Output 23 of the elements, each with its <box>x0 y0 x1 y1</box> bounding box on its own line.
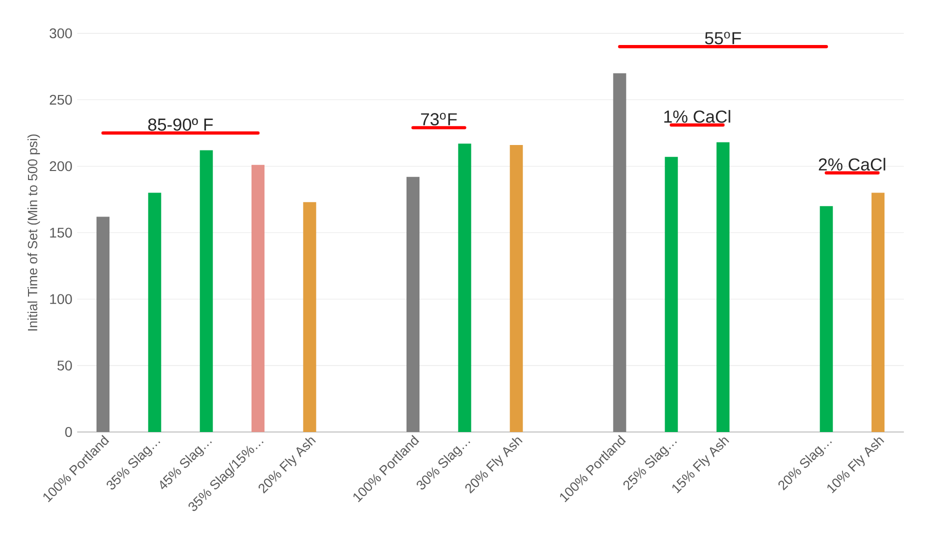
series-label: 55$^{o}$F <box>705 32 741 44</box>
series-label: 1% CaCl <box>664 110 730 123</box>
bar <box>664 156 678 432</box>
series-label: 85-90º F <box>148 118 213 131</box>
bar <box>303 202 316 432</box>
bar <box>252 164 265 432</box>
y-tick-label: 300 <box>50 28 72 38</box>
y-tick-label: 200 <box>50 161 72 172</box>
y-tick-label: 100 <box>50 294 72 304</box>
y-tick-label: 50 <box>57 360 72 371</box>
bar <box>872 192 885 432</box>
bar <box>716 142 730 432</box>
y-tick-label: 150 <box>50 228 72 238</box>
y-tick-label: 0 <box>65 427 72 437</box>
y-tick-label: 250 <box>50 94 72 105</box>
series-label: 73$^{o}$F <box>421 112 457 126</box>
bar <box>510 144 523 432</box>
bar <box>148 192 162 432</box>
bar <box>820 206 833 432</box>
bar <box>200 150 213 432</box>
y-axis-title: Initial Time of Set (Min to 500 psi) <box>28 134 40 330</box>
bar <box>458 144 472 432</box>
series-label: 2% CaCl <box>818 158 886 171</box>
